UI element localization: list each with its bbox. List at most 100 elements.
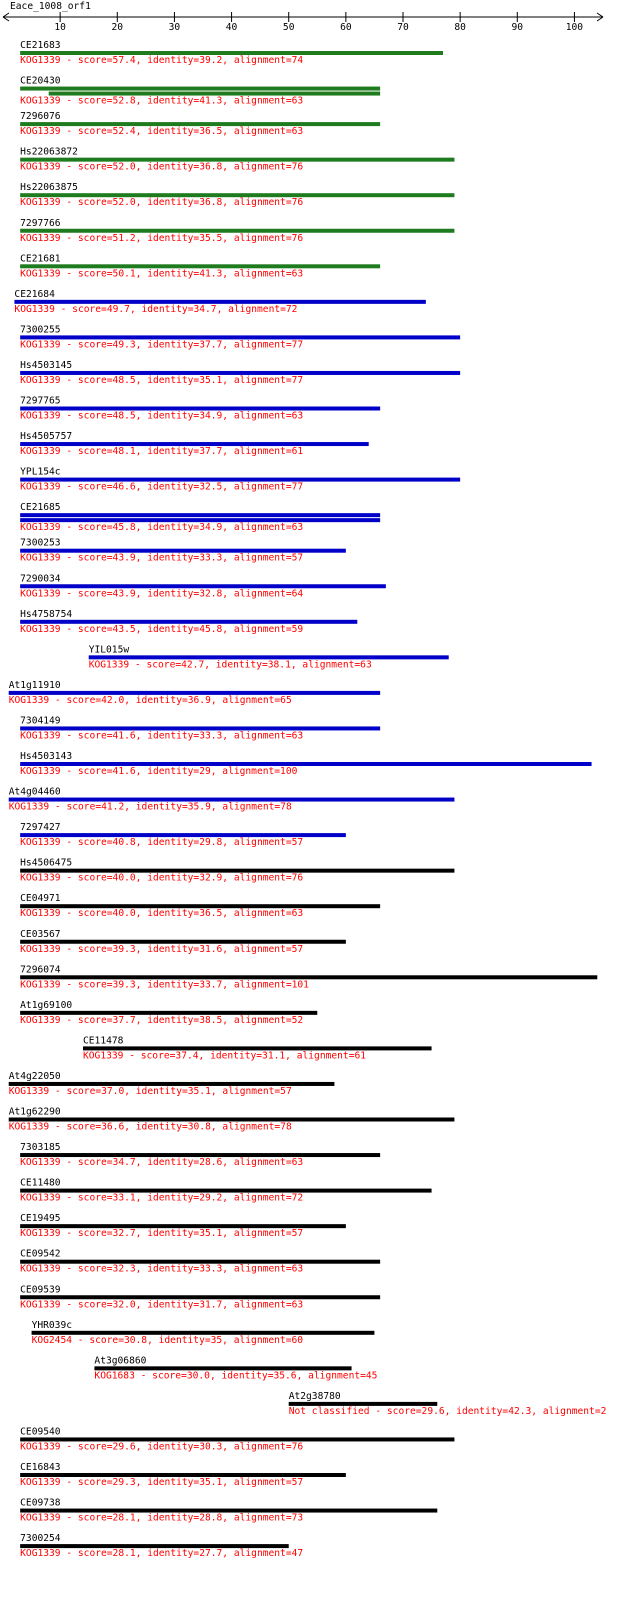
hit-label: KOG1339 - score=48.5, identity=35.1, ali… xyxy=(20,375,303,386)
hit-bar xyxy=(88,655,449,660)
hit-bar xyxy=(20,939,346,944)
hit-name: 7300253 xyxy=(20,538,61,549)
hit-name: Hs4505757 xyxy=(20,431,72,442)
hit-name: CE09540 xyxy=(20,1426,61,1437)
hit-label: KOG1339 - score=40.8, identity=29.8, ali… xyxy=(20,837,303,848)
tick-label: 30 xyxy=(169,22,181,33)
hit-name: Hs4503145 xyxy=(20,360,72,371)
tick-label: 20 xyxy=(112,22,124,33)
hit-label: KOG1339 - score=39.3, identity=33.7, ali… xyxy=(20,979,309,990)
hit-label: KOG1339 - score=39.3, identity=31.6, ali… xyxy=(20,944,303,955)
hit-bar xyxy=(20,619,358,624)
hit-bar xyxy=(94,1366,352,1371)
hit-bar xyxy=(20,1473,346,1477)
hit-name: 7303185 xyxy=(20,1142,60,1153)
hit-label: KOG1339 - score=43.9, identity=32.8, ali… xyxy=(20,588,303,599)
hit-label: KOG1339 - score=52.0, identity=36.8, ali… xyxy=(20,197,303,208)
hit-bar xyxy=(20,193,455,198)
hit-label: KOG1339 - score=46.6, identity=32.5, ali… xyxy=(20,482,303,493)
hit-name: CE09539 xyxy=(20,1284,61,1295)
hit-bar xyxy=(20,868,455,873)
hit-bar xyxy=(20,1188,432,1193)
hit-label: KOG1339 - score=29.6, identity=30.3, ali… xyxy=(20,1441,303,1452)
hit-label: KOG1339 - score=37.4, identity=31.1, ali… xyxy=(83,1050,366,1061)
hit-name: 7297427 xyxy=(20,822,61,833)
hit-name: 7296076 xyxy=(20,111,61,122)
tick-label: 90 xyxy=(512,22,524,33)
hit-bar xyxy=(288,1401,438,1406)
hit-name: CE09542 xyxy=(20,1249,60,1260)
hit-bar xyxy=(8,797,455,802)
hit-name: 7300255 xyxy=(20,324,60,335)
hit-label: KOG1339 - score=43.5, identity=45.8, ali… xyxy=(20,624,303,635)
hit-label: KOG1339 - score=28.1, identity=28.8, ali… xyxy=(20,1513,303,1524)
hit-name: At1g62290 xyxy=(9,1107,61,1118)
hit-bar xyxy=(8,1117,455,1122)
hit-name: At4g04460 xyxy=(9,787,61,798)
ruler-arrows xyxy=(2,12,604,22)
hit-bar xyxy=(20,726,381,731)
hit-bar xyxy=(20,264,381,269)
hit-label: KOG1339 - score=45.8, identity=34.9, ali… xyxy=(20,522,303,533)
hit-name: At4g22050 xyxy=(9,1071,61,1082)
hit-label: KOG1339 - score=41.2, identity=35.9, ali… xyxy=(9,802,292,813)
hit-bar xyxy=(20,904,381,909)
hit-label: KOG1339 - score=32.0, identity=31.7, ali… xyxy=(20,1299,303,1310)
tick-label: 100 xyxy=(566,22,584,33)
hit-bar xyxy=(20,1544,289,1549)
hit-bar xyxy=(20,1010,318,1015)
hit-bar xyxy=(20,1153,381,1158)
hit-name: 7290034 xyxy=(20,573,61,584)
hit-name: CE09738 xyxy=(20,1498,61,1509)
hit-bar xyxy=(20,157,455,162)
hit-label: KOG1339 - score=41.6, identity=33.3, ali… xyxy=(20,730,303,741)
hit-name: Hs4758754 xyxy=(20,609,72,620)
hit-label: KOG1339 - score=28.1, identity=27.7, ali… xyxy=(20,1548,303,1559)
hit-bar xyxy=(20,518,381,523)
hit-name: 7304149 xyxy=(20,715,61,726)
hit-bar xyxy=(48,91,381,96)
hit-bar xyxy=(20,1224,346,1229)
hit-name: At1g11910 xyxy=(9,680,61,691)
hit-bar xyxy=(20,584,386,589)
hit-name: CE19495 xyxy=(20,1213,60,1224)
hit-label: Not classified - score=29.6, identity=42… xyxy=(289,1406,607,1417)
hit-name: CE16843 xyxy=(20,1462,61,1473)
tick-label: 80 xyxy=(454,22,466,33)
hit-label: KOG1339 - score=43.9, identity=33.3, ali… xyxy=(20,553,303,564)
hit-name: CE21683 xyxy=(20,40,61,51)
hit-name: CE11478 xyxy=(83,1035,124,1046)
tick-label: 50 xyxy=(283,22,295,33)
hit-name: At2g38780 xyxy=(289,1391,341,1402)
hit-label: KOG1683 - score=30.0, identity=35.6, ali… xyxy=(94,1370,377,1381)
hit-name: Hs22063872 xyxy=(20,147,78,158)
hit-name: YIL015w xyxy=(89,644,130,655)
hit-bar xyxy=(20,548,346,553)
hit-bar xyxy=(31,1330,375,1335)
hit-bar xyxy=(20,477,461,482)
hit-label: KOG1339 - score=33.1, identity=29.2, ali… xyxy=(20,1193,303,1204)
hit-name: Hs22063875 xyxy=(20,182,78,193)
hit-bar xyxy=(8,690,381,695)
tick-label: 70 xyxy=(397,22,409,33)
hit-bar xyxy=(20,1259,381,1264)
hit-bar xyxy=(20,51,444,55)
hit-name: YPL154c xyxy=(20,467,60,478)
hit-label: KOG1339 - score=29.3, identity=35.1, ali… xyxy=(20,1477,303,1488)
hit-bar xyxy=(20,370,461,375)
hit-bar xyxy=(20,406,381,411)
hit-label: KOG1339 - score=37.0, identity=35.1, ali… xyxy=(9,1086,292,1097)
hit-bar xyxy=(20,1437,455,1442)
hit-bar xyxy=(20,122,381,127)
hit-label: KOG1339 - score=57.4, identity=39.2, ali… xyxy=(20,55,303,66)
hit-name: CE03567 xyxy=(20,929,61,940)
hit-label: KOG1339 - score=36.6, identity=30.8, ali… xyxy=(9,1122,292,1133)
hit-label: KOG2454 - score=30.8, identity=35, align… xyxy=(32,1335,304,1346)
hit-bar xyxy=(20,228,455,233)
hit-bar xyxy=(20,1295,381,1300)
hit-name: CE04971 xyxy=(20,893,61,904)
hit-label: KOG1339 - score=51.2, identity=35.5, ali… xyxy=(20,233,303,244)
tick-label: 60 xyxy=(340,22,352,33)
hit-bar xyxy=(14,299,426,304)
